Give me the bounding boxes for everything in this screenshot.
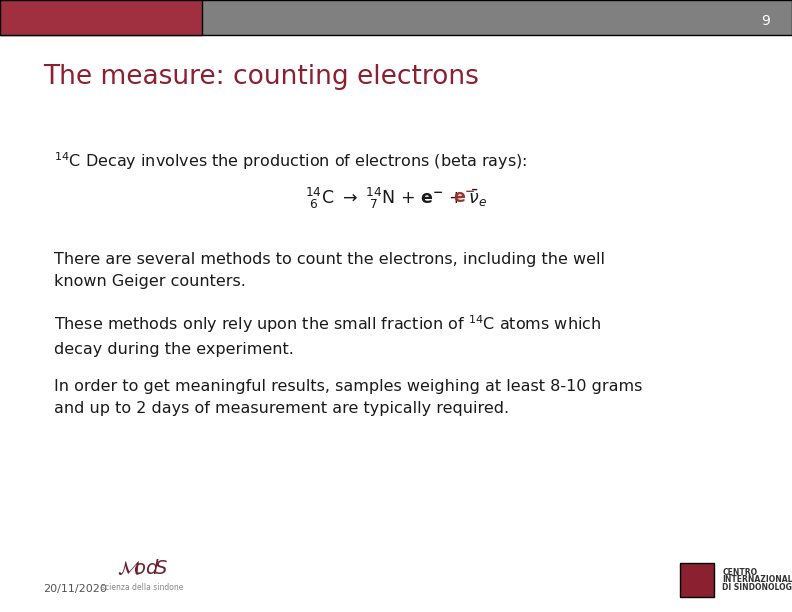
- FancyBboxPatch shape: [680, 563, 714, 597]
- FancyBboxPatch shape: [0, 0, 792, 35]
- Text: $\mathcal{M}\!\!od\!S$: $\mathcal{M}\!\!od\!S$: [117, 558, 168, 578]
- Text: $^{14}_{\ 6}$C $\rightarrow$ $^{14}_{\ 7}$N $+$ $\mathbf{e^{-}}$ $+$ $\bar{\nu}_: $^{14}_{\ 6}$C $\rightarrow$ $^{14}_{\ 7…: [305, 186, 487, 212]
- Text: There are several methods to count the electrons, including the well
known Geige: There are several methods to count the e…: [54, 252, 605, 289]
- Text: INTERNAZIONALE: INTERNAZIONALE: [722, 575, 792, 584]
- Text: $\mathbf{e^{-}}$: $\mathbf{e^{-}}$: [454, 188, 476, 207]
- Text: $^{14}$C Decay involves the production of electrons (beta rays):: $^{14}$C Decay involves the production o…: [54, 150, 527, 171]
- Text: scienza della sindone: scienza della sindone: [101, 583, 184, 592]
- FancyBboxPatch shape: [0, 0, 202, 35]
- Text: DI SINDONOLOGIA: DI SINDONOLOGIA: [722, 583, 792, 592]
- Text: The measure: counting electrons: The measure: counting electrons: [44, 64, 479, 90]
- Text: 20/11/2020: 20/11/2020: [44, 584, 108, 594]
- Text: These methods only rely upon the small fraction of $^{14}$C atoms which
decay du: These methods only rely upon the small f…: [54, 313, 601, 357]
- Text: 9: 9: [761, 15, 770, 28]
- Text: In order to get meaningful results, samples weighing at least 8-10 grams
and up : In order to get meaningful results, samp…: [54, 379, 642, 416]
- Text: CENTRO: CENTRO: [722, 568, 757, 577]
